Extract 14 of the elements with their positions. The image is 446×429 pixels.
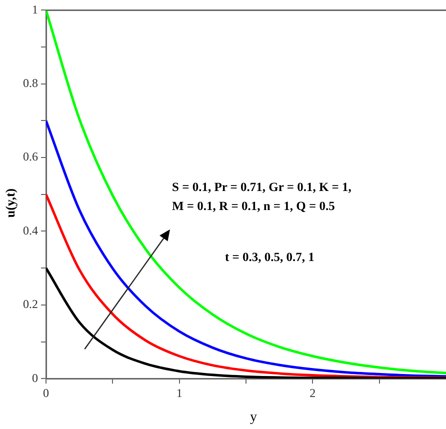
y-tick-label: 0	[32, 370, 38, 385]
x-tick-label: 0	[43, 386, 49, 400]
y-tick-label: 0.4	[23, 223, 38, 238]
x-tick-label: 2	[310, 386, 316, 400]
annotation: t = 0.3, 0.5, 0.7, 1	[225, 250, 314, 265]
annotation: M = 0.1, R = 0.1, n = 1, Q = 0.5	[172, 199, 335, 214]
x-tick-label: 1	[176, 386, 182, 400]
y-axis-title: u(y,t)	[2, 188, 19, 218]
y-tick-label: 0.8	[23, 76, 38, 90]
annotation: S = 0.1, Pr = 0.71, Gr = 0.1, K = 1,	[172, 180, 352, 195]
y-tick-label: 1	[32, 2, 38, 16]
y-tick-label: 0.6	[23, 150, 38, 164]
x-axis-title: y	[250, 410, 257, 426]
y-tick-label: 0.2	[23, 297, 38, 312]
